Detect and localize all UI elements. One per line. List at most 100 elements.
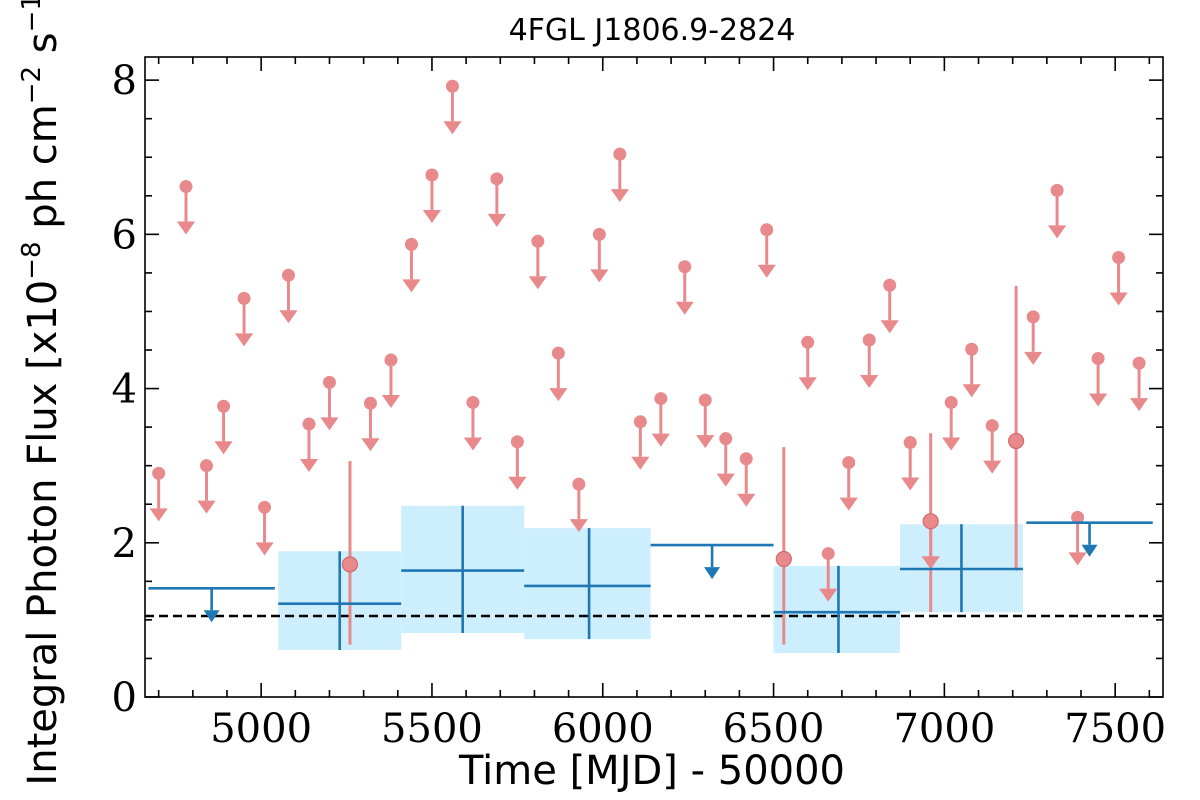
short-ul-point: [425, 168, 439, 182]
short-ul-arrow-head: [549, 388, 568, 402]
short-ul-point: [199, 459, 213, 473]
long-ul-arrow-head: [1081, 544, 1098, 557]
short-ul-point: [404, 237, 418, 251]
short-ul-point: [445, 79, 459, 93]
short-ul-point: [1132, 356, 1146, 370]
y-tick-label: 0: [112, 675, 137, 721]
short-ul-point: [613, 147, 627, 161]
short-ul-arrow-head: [361, 438, 380, 452]
long-bin-band: [524, 528, 651, 640]
short-ul-point: [654, 392, 668, 406]
short-ul-arrow-head: [983, 460, 1002, 474]
plot-frame: [144, 56, 1164, 698]
short-ul-point: [985, 419, 999, 433]
short-ul-arrow-head: [279, 310, 298, 324]
short-ul-arrow-head: [901, 477, 920, 491]
short-ul-point: [237, 291, 251, 305]
short-ul-point: [302, 417, 316, 431]
short-ul-arrow-head: [1129, 398, 1149, 412]
short-ul-point: [944, 395, 958, 409]
short-ul-arrow-head: [880, 320, 899, 334]
short-ul-arrow-head: [1109, 292, 1128, 306]
short-ul-arrow-head: [381, 395, 401, 409]
short-ul-arrow-head: [176, 221, 196, 235]
short-ul-point: [551, 346, 565, 360]
y-tick-labels: 0 2 4 6 8: [112, 58, 137, 721]
short-ul-arrow-head: [463, 437, 483, 451]
long-bin-upper-limits: [148, 521, 1153, 623]
short-ul-point: [1071, 510, 1085, 524]
short-ul-point: [363, 396, 377, 410]
short-ul-point: [1091, 351, 1105, 365]
long-ul-arrow-head: [203, 610, 220, 623]
short-ul-point: [572, 477, 586, 491]
y-tick-label: 4: [112, 367, 137, 413]
short-ul-point: [698, 393, 712, 407]
short-ul-arrow-head: [798, 377, 817, 391]
short-ul-arrow-head: [610, 189, 629, 203]
x-tick-labels: 5000 5500 6000 6500 7000 7500: [210, 706, 1166, 752]
short-ul-point: [152, 466, 166, 480]
x-tick-label: 6500: [723, 706, 825, 752]
short-ul-point: [217, 399, 231, 413]
short-ul-arrow-head: [1088, 393, 1108, 407]
short-ul-point: [678, 260, 692, 274]
short-ul-arrow-head: [569, 519, 588, 533]
short-ul-point: [258, 500, 272, 514]
x-tick-label: 7000: [893, 706, 995, 752]
short-ul-arrow-head: [716, 473, 735, 487]
x-tick-label: 7500: [1064, 706, 1166, 752]
short-ul-arrow-head: [1048, 225, 1067, 239]
short-ul-point: [510, 435, 524, 449]
short-ul-point: [592, 227, 606, 241]
short-det-point: [775, 550, 792, 568]
y-axis-label: Integral Photon Flux [x10−8 ph cm−2 s−1]: [17, 0, 66, 786]
short-ul-point: [760, 223, 774, 237]
short-ul-arrow-head: [651, 433, 670, 447]
short-ul-point: [739, 452, 753, 466]
short-ul-arrow-head: [487, 213, 506, 227]
short-ul-arrow-head: [819, 588, 838, 602]
short-bin-upper-limits: [149, 79, 1149, 602]
short-ul-arrow-head: [839, 497, 858, 511]
short-ul-point: [281, 268, 295, 282]
long-bin-detections: [278, 505, 1023, 654]
short-ul-arrow-head: [757, 264, 776, 278]
x-tick-label: 5000: [210, 706, 312, 752]
axis-ticks: [145, 57, 1163, 698]
short-det-point: [922, 513, 939, 530]
x-axis-label: Time [MJD] - 50000: [458, 748, 845, 794]
short-ul-arrow-head: [422, 209, 442, 223]
short-ul-point: [821, 547, 835, 561]
short-ul-arrow-head: [299, 459, 319, 473]
short-ul-point: [322, 375, 336, 389]
short-ul-arrow-head: [214, 441, 233, 455]
short-ul-arrow-head: [255, 542, 274, 556]
short-ul-point: [719, 432, 733, 446]
short-ul-arrow-head: [590, 269, 609, 283]
short-ul-point: [466, 395, 480, 409]
chart-title: 4FGL J1806.9-2824: [509, 13, 796, 48]
short-ul-arrow-head: [1024, 351, 1043, 365]
short-ul-point: [1050, 183, 1064, 197]
short-det-point: [341, 556, 359, 573]
short-ul-arrow-head: [197, 500, 216, 514]
short-ul-point: [179, 180, 193, 194]
short-ul-arrow-head: [149, 508, 168, 522]
short-ul-point: [842, 456, 856, 470]
short-ul-arrow-head: [631, 456, 650, 470]
short-ul-point: [633, 415, 647, 429]
short-ul-point: [965, 342, 979, 356]
short-ul-arrow-head: [962, 384, 981, 398]
short-ul-arrow-head: [737, 493, 756, 507]
short-ul-arrow-head: [942, 437, 961, 451]
y-tick-label: 2: [112, 521, 137, 567]
short-ul-arrow-head: [443, 121, 462, 135]
short-ul-arrow-head: [696, 435, 715, 449]
short-ul-arrow-head: [234, 333, 254, 347]
short-ul-arrow-head: [320, 417, 339, 431]
long-bin-error-bands: [278, 505, 1023, 654]
short-det-point: [1008, 432, 1025, 450]
short-ul-point: [531, 234, 545, 248]
